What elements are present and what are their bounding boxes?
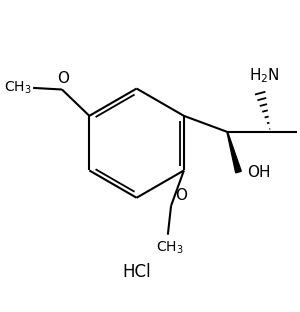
- Text: CH$_3$: CH$_3$: [156, 240, 183, 256]
- Polygon shape: [227, 132, 241, 173]
- Text: OH: OH: [248, 164, 271, 180]
- Text: O: O: [58, 71, 70, 86]
- Text: H$_2$N: H$_2$N: [249, 67, 280, 85]
- Text: CH$_3$: CH$_3$: [4, 80, 31, 96]
- Text: O: O: [175, 188, 187, 202]
- Text: HCl: HCl: [122, 263, 151, 280]
